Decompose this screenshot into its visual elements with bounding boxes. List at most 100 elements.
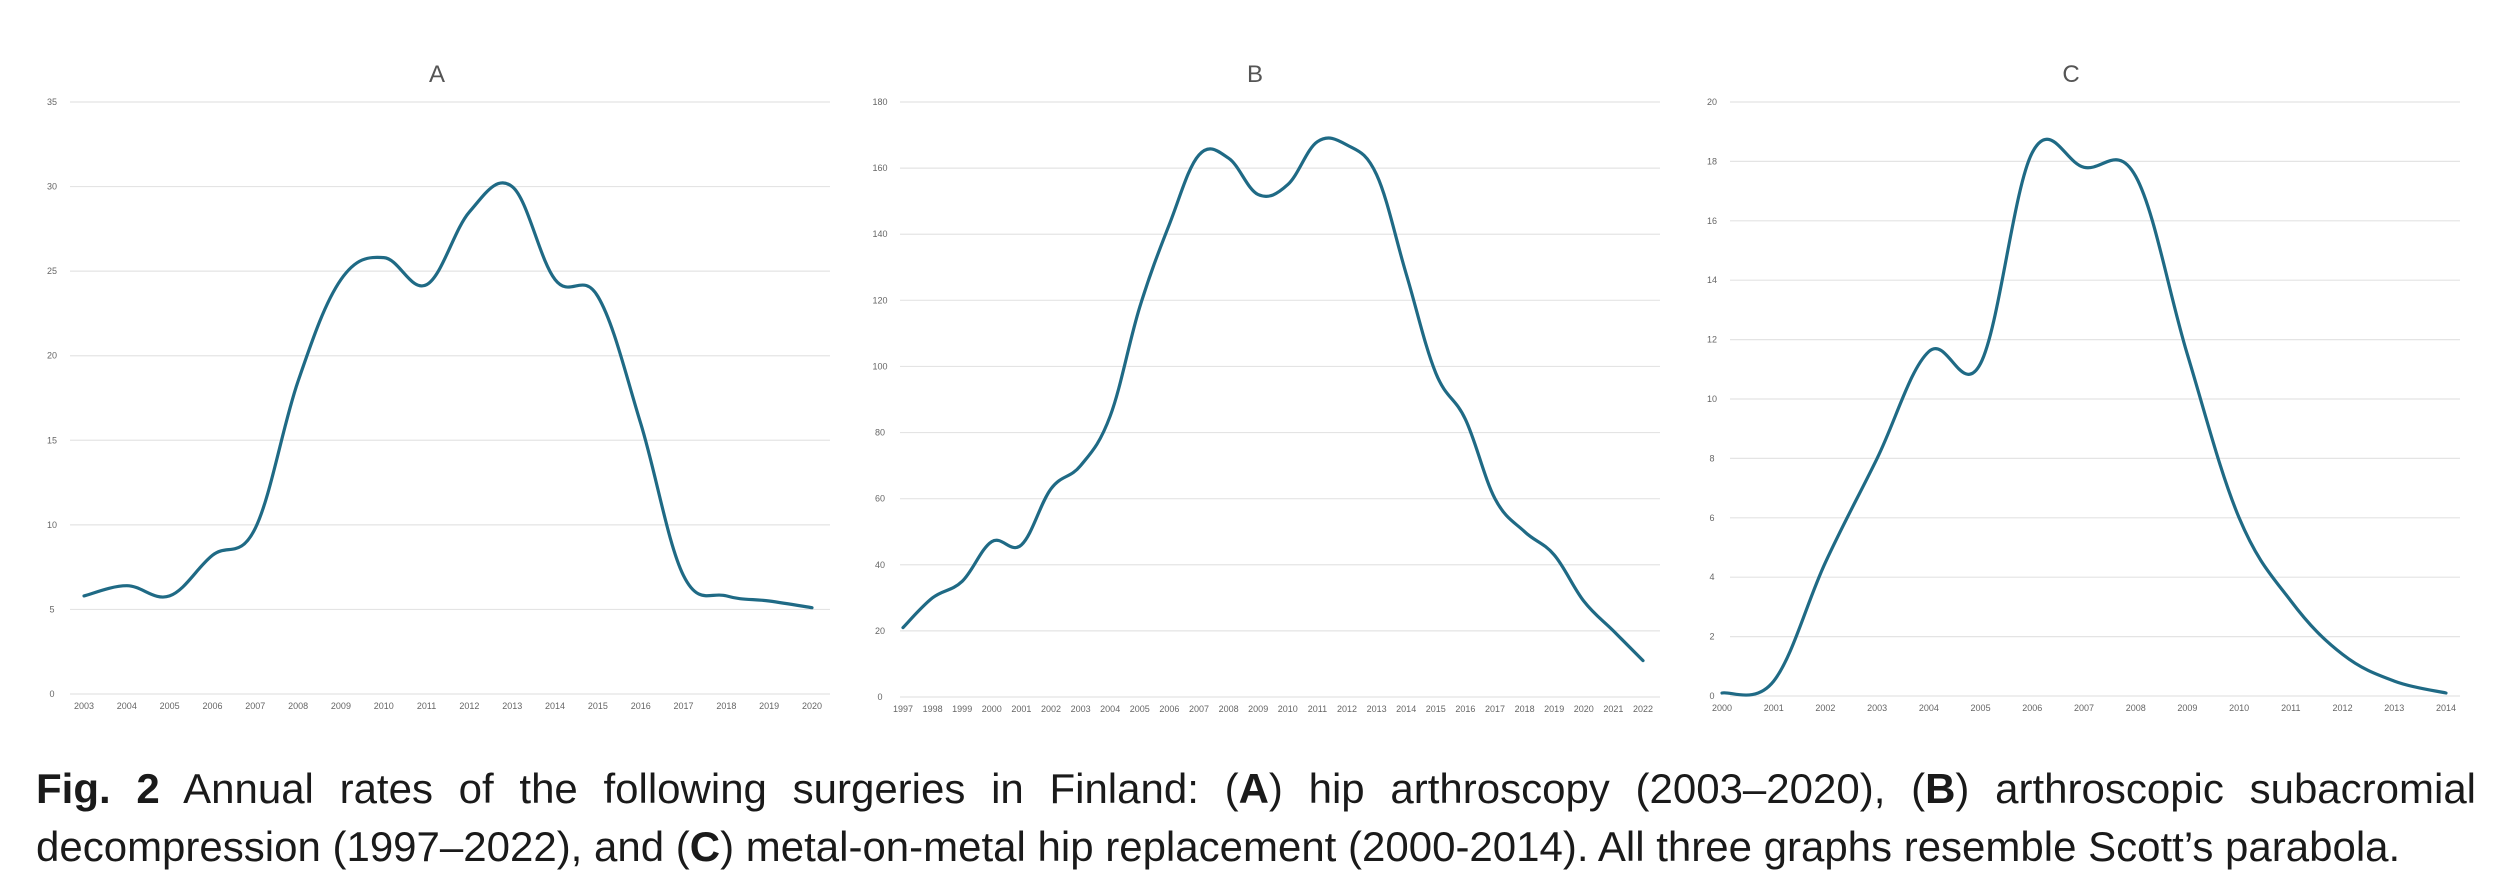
y-tick-label: 2 — [1709, 632, 1714, 642]
y-tick-label: 4 — [1709, 572, 1714, 582]
y-tick-label: 30 — [47, 182, 57, 192]
caption-panel-a: A — [1238, 765, 1269, 812]
caption-text-3: ) arthroscopic subacromial decompression… — [36, 765, 2477, 870]
series-line — [901, 136, 1645, 663]
x-tick-label: 2020 — [802, 701, 822, 711]
y-tick-label: 20 — [47, 351, 57, 361]
x-tick-label: 2010 — [2229, 703, 2249, 713]
y-tick-label: 16 — [1707, 216, 1717, 226]
x-tick-label: 2012 — [1337, 704, 1357, 714]
x-tick-label: 2006 — [1159, 704, 1179, 714]
x-tick-label: 2007 — [1189, 704, 1209, 714]
x-tick-label: 2018 — [1515, 704, 1535, 714]
x-tick-label: 2003 — [74, 701, 94, 711]
x-tick-label: 2008 — [1219, 704, 1239, 714]
y-tick-label: 20 — [1707, 97, 1717, 107]
x-tick-label: 2013 — [2384, 703, 2404, 713]
x-tick-label: 2006 — [2022, 703, 2042, 713]
y-tick-label: 160 — [872, 163, 887, 173]
x-tick-label: 2006 — [202, 701, 222, 711]
y-tick-label: 140 — [872, 229, 887, 239]
x-tick-label: 2004 — [1919, 703, 1939, 713]
chart-title: C — [2062, 61, 2079, 88]
x-tick-label: 1999 — [952, 704, 972, 714]
y-tick-label: 5 — [49, 604, 54, 614]
x-tick-label: 2002 — [1041, 704, 1061, 714]
x-tick-label: 2003 — [1071, 704, 1091, 714]
x-tick-label: 2005 — [1971, 703, 1991, 713]
x-tick-label: 2000 — [1712, 703, 1732, 713]
y-tick-label: 120 — [872, 295, 887, 305]
chart-title: B — [1247, 61, 1263, 88]
x-tick-label: 2019 — [759, 701, 779, 711]
x-tick-label: 2005 — [160, 701, 180, 711]
chart-b: B 0 20 40 60 80 100 120 140 160 180 1997 1998 1999 200… — [872, 61, 1660, 714]
x-tick-label: 2007 — [2074, 703, 2094, 713]
x-tick-label: 2001 — [1764, 703, 1784, 713]
x-tick-label: 2000 — [982, 704, 1002, 714]
y-tick-label: 14 — [1707, 275, 1717, 285]
x-tick-label: 2004 — [1100, 704, 1120, 714]
chart-c: C 0 2 4 6 8 10 12 14 16 18 20 2000 2001 2002 2003 2004 20… — [1707, 61, 2460, 713]
x-tick-label: 2016 — [1455, 704, 1475, 714]
x-tick-label: 2010 — [374, 701, 394, 711]
x-tick-label: 2009 — [331, 701, 351, 711]
x-tick-label: 2018 — [716, 701, 736, 711]
x-tick-label: 2021 — [1603, 704, 1623, 714]
series-line — [82, 181, 814, 610]
x-tick-label: 2016 — [631, 701, 651, 711]
caption-panel-c: C — [689, 823, 721, 870]
y-tick-label: 6 — [1709, 513, 1714, 523]
x-tick-label: 2014 — [1396, 704, 1416, 714]
caption-panel-b: B — [1925, 765, 1956, 812]
x-tick-label: 2002 — [1815, 703, 1835, 713]
chart-title: A — [429, 61, 445, 88]
y-tick-label: 10 — [47, 520, 57, 530]
caption-text-4: ) metal-on-metal hip replacement (2000-2… — [720, 823, 2401, 870]
x-tick-label: 2014 — [2436, 703, 2456, 713]
x-tick-label: 2015 — [1426, 704, 1446, 714]
x-tick-label: 2017 — [1485, 704, 1505, 714]
x-tick-label: 2009 — [1248, 704, 1268, 714]
x-tick-label: 2012 — [2333, 703, 2353, 713]
caption-text-1: Annual rates of the following surgeries … — [159, 765, 1239, 812]
figure-caption: Fig. 2 Annual rates of the following sur… — [36, 760, 2476, 876]
x-tick-label: 2010 — [1278, 704, 1298, 714]
y-tick-label: 12 — [1707, 335, 1717, 345]
x-tick-label: 2013 — [1367, 704, 1387, 714]
y-tick-label: 20 — [875, 626, 885, 636]
y-tick-label: 0 — [49, 689, 54, 699]
figure-label: Fig. 2 — [36, 765, 160, 812]
y-tick-label: 60 — [875, 494, 885, 504]
x-tick-label: 2015 — [588, 701, 608, 711]
x-tick-label: 2011 — [417, 701, 436, 711]
x-tick-label: 2001 — [1011, 704, 1031, 714]
y-tick-label: 0 — [877, 692, 882, 702]
series-line — [1720, 137, 2448, 697]
y-tick-label: 100 — [872, 361, 887, 371]
y-tick-label: 18 — [1707, 156, 1717, 166]
x-tick-label: 2008 — [288, 701, 308, 711]
x-tick-label: 2007 — [245, 701, 265, 711]
y-tick-label: 40 — [875, 560, 885, 570]
x-tick-label: 2013 — [502, 701, 522, 711]
x-tick-label: 1998 — [923, 704, 943, 714]
caption-text-2: ) hip arthroscopy (2003–2020), ( — [1268, 765, 1926, 812]
x-tick-label: 2019 — [1544, 704, 1564, 714]
y-tick-label: 180 — [872, 97, 887, 107]
y-tick-label: 35 — [47, 97, 57, 107]
y-tick-label: 8 — [1709, 453, 1714, 463]
x-tick-label: 2020 — [1574, 704, 1594, 714]
x-tick-label: 2003 — [1867, 703, 1887, 713]
chart-a: A 0 5 10 15 20 25 30 35 2003 2004 2005 2006 2007 2008 2… — [47, 61, 830, 711]
y-tick-label: 10 — [1707, 394, 1717, 404]
x-tick-label: 2009 — [2177, 703, 2197, 713]
x-tick-label: 2005 — [1130, 704, 1150, 714]
y-tick-label: 80 — [875, 428, 885, 438]
x-tick-label: 2022 — [1633, 704, 1653, 714]
x-tick-label: 2017 — [674, 701, 694, 711]
x-tick-label: 1997 — [893, 704, 913, 714]
x-tick-label: 2011 — [2281, 703, 2300, 713]
y-tick-label: 15 — [47, 435, 57, 445]
